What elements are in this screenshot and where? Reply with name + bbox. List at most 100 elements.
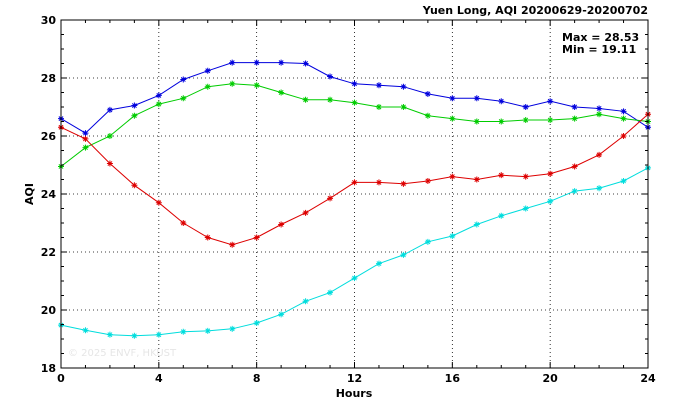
series-2 [58,111,651,248]
data-point [229,80,236,87]
data-point [375,82,382,89]
data-point [253,234,260,241]
data-point [424,112,431,119]
data-point [473,95,480,102]
x-tick-label: 20 [543,372,559,385]
data-point [498,118,505,125]
data-point [131,332,138,339]
data-point [327,73,334,80]
watermark-text: © 2025 ENVF, HKUST [68,348,177,359]
y-tick-label: 26 [41,130,57,143]
data-point [131,182,138,189]
data-point [620,115,627,122]
data-point [180,76,187,83]
series-layer [58,59,651,339]
series-1 [58,80,651,170]
y-tick-label: 24 [41,188,57,201]
data-point [204,234,211,241]
series-3 [58,164,651,339]
data-point [229,241,236,248]
x-tick-label: 16 [445,372,461,385]
data-point [327,96,334,103]
data-point [351,80,358,87]
data-point [253,82,260,89]
data-point [571,115,578,122]
x-tick-label: 12 [347,372,362,385]
data-point [424,90,431,97]
data-point [596,151,603,158]
data-point [400,180,407,187]
data-point [180,95,187,102]
data-point [547,117,554,124]
data-point [82,327,89,334]
data-point [302,60,309,67]
data-point [473,221,480,228]
data-point [547,198,554,205]
data-point [424,177,431,184]
data-point [571,188,578,195]
data-point [82,130,89,137]
series-0 [58,59,651,137]
y-tick-label: 22 [41,246,56,259]
data-point [155,331,162,338]
data-point [620,133,627,139]
data-point [449,233,456,240]
min-annotation: Min = 19.11 [562,43,636,56]
axis-ticks [60,19,649,369]
y-tick-label: 18 [41,362,56,375]
data-point [131,112,138,119]
data-point [131,102,138,109]
data-point [253,59,260,66]
data-point [522,205,529,212]
data-point [351,179,358,186]
y-tick-labels: 18 20 22 24 26 28 30 [41,14,57,375]
data-point [375,104,382,110]
data-point [82,135,89,142]
x-axis-title: Hours [336,387,373,400]
data-point [449,173,456,180]
grid-lines [61,20,648,368]
data-point [449,115,456,122]
data-point [547,170,554,177]
data-point [571,104,578,110]
data-point [547,98,554,105]
data-point [620,177,627,184]
data-point [229,325,236,332]
x-tick-label: 0 [57,372,65,385]
series-line [60,62,649,134]
data-point [302,298,309,305]
data-point [473,176,480,183]
data-point [596,111,603,118]
data-point [522,173,529,180]
data-point [106,133,113,139]
y-axis-title: AQI [23,183,36,205]
data-point [106,331,113,338]
data-point [449,95,456,102]
y-tick-label: 28 [41,72,56,85]
data-point [106,160,113,167]
y-tick-label: 30 [41,14,57,27]
data-point [620,108,627,115]
x-tick-labels: 0 4 8 12 16 20 24 [57,372,656,385]
data-point [180,328,187,335]
data-point [278,89,285,96]
data-point [375,260,382,267]
data-point [351,275,358,282]
data-point [498,98,505,105]
data-point [498,172,505,179]
data-point [522,117,529,124]
data-point [155,199,162,206]
x-tick-label: 4 [155,372,163,385]
data-point [400,104,407,110]
data-point [155,92,162,99]
data-point [278,221,285,228]
data-point [327,195,334,202]
data-point [278,59,285,66]
y-tick-label: 20 [41,304,57,317]
x-tick-label: 8 [253,372,261,385]
data-point [204,67,211,74]
data-point [400,251,407,258]
x-tick-label: 24 [640,372,656,385]
data-point [596,105,603,112]
